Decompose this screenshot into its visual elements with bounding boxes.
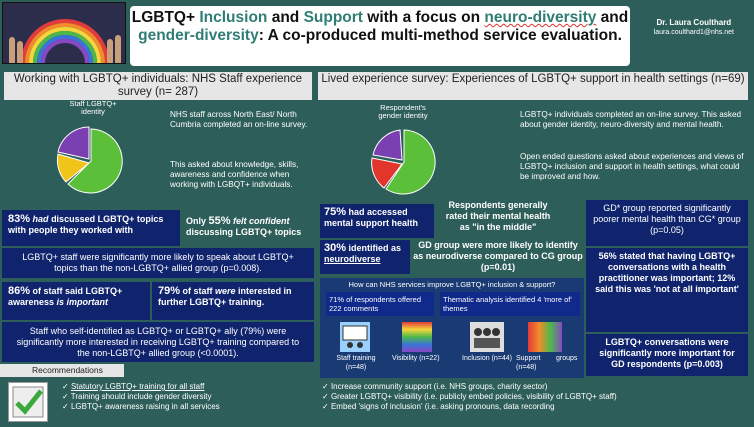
- stat-79-box: 79% of staff were interested in further …: [152, 282, 314, 320]
- recommendations-left-list: ✓ Statutory LGBTQ+ training for all staf…: [62, 382, 312, 412]
- stat-86-text: of staff said LGBTQ+ awareness: [8, 286, 123, 307]
- recommendation-item: ✓ Embed 'signs of inclusion' (i.e. askin…: [322, 402, 555, 411]
- stat-mental-health-box: Respondents generally rated their mental…: [445, 200, 551, 232]
- title-inclusion: Inclusion: [199, 9, 268, 26]
- pie-slice-purple: [57, 126, 90, 160]
- stat-30-pct: 30%: [324, 242, 347, 254]
- title-part: and: [267, 9, 304, 26]
- themes-box: Thematic analysis identified 4 'more of'…: [440, 292, 580, 316]
- author-email: laura.coulthard1@nhs.net: [653, 29, 734, 36]
- stat-gd-neurodiverse: GD group were more likely to identify as…: [413, 240, 583, 272]
- title-part: : A co-produced multi-method service eva…: [258, 27, 622, 44]
- staff-training-icon: [340, 322, 370, 352]
- stat-55-verb: felt confident: [230, 216, 290, 226]
- stat-83-text: discussed LGBTQ+ topics with people they…: [8, 214, 164, 235]
- recommendations-label: Recommendations: [0, 364, 124, 377]
- visibility-caption: Visibility (n=22): [392, 355, 440, 362]
- stat-79-text: of staff: [180, 286, 216, 296]
- stat-79-pct: 79%: [158, 285, 181, 297]
- pie-slice-yellow: [56, 153, 91, 183]
- stat-86-em: is important: [56, 297, 109, 307]
- stat-gd-conversations-box: LGBTQ+ conversations were significantly …: [586, 334, 748, 376]
- respondent-identity-label: Respondent's gender identity: [378, 103, 428, 120]
- left-intro: NHS staff across North East/ North Cumbr…: [170, 110, 308, 129]
- staff-training-caption: Staff training (n=48): [336, 355, 376, 371]
- stat-79-em: were: [215, 286, 236, 296]
- stat-75-pct: 75%: [324, 206, 347, 218]
- stat-30-text: identified as: [346, 243, 402, 253]
- title-genderdiversity: gender-diversity: [138, 27, 259, 44]
- left-section-heading: Working with LGBTQ+ individuals: NHS Sta…: [4, 72, 312, 100]
- title-neurodiversity: neuro-diversity: [484, 9, 597, 26]
- stat-55-pct: 55%: [208, 215, 231, 227]
- title-part: and: [596, 9, 629, 26]
- title-support: Support: [303, 9, 363, 26]
- left-intro-2: This asked about knowledge, skills, awar…: [170, 160, 299, 189]
- poster-title: LGBTQ+ Inclusion and Support with a focu…: [130, 6, 630, 66]
- right-intro-2: Open ended questions asked about experie…: [520, 152, 744, 181]
- improvement-panel: How can NHS services improve LGBTQ+ incl…: [320, 278, 584, 378]
- staff-identity-pie-chart: [56, 126, 123, 194]
- inclusion-icon: [470, 322, 504, 352]
- pie-slice-green: [67, 128, 123, 194]
- rainbow-hands-image: [2, 2, 126, 64]
- stat-75-box: 75% had accessed mental support health: [320, 204, 434, 238]
- checklist-icon: [8, 382, 48, 422]
- support-icon: [528, 322, 562, 352]
- stat-79-end: interested in further LGBTQ+ training.: [158, 286, 292, 307]
- recommendations-right-list: ✓ Increase community support (i.e. NHS g…: [322, 382, 742, 412]
- stat-55-pre: Only: [186, 216, 209, 226]
- stat-55-text: discussing LGBTQ+ topics: [186, 227, 302, 237]
- visibility-icon: [402, 322, 432, 352]
- stat-30-u: neurodiverse: [324, 254, 381, 264]
- right-section-heading: Lived experience survey: Experiences of …: [318, 72, 748, 100]
- recommendation-item: ✓ Statutory LGBTQ+ training for all staf…: [62, 382, 205, 391]
- comments-box: 71% of respondents offered 222 comments: [326, 292, 434, 316]
- stat-30-box: 30% identified as neurodiverse: [320, 240, 410, 274]
- staff-identity-label: Staff LGBTQ+ identity: [69, 99, 117, 116]
- inclusion-caption: Inclusion (n=44): [462, 355, 513, 362]
- recommendation-item: ✓ LGBTQ+ awareness raising in all servic…: [62, 402, 220, 411]
- rainbow-graphic: [3, 3, 125, 63]
- stat-83-box: 83% had discussed LGBTQ+ topics with peo…: [2, 210, 180, 246]
- pie-slice-red: [371, 157, 403, 189]
- stat-gd-box: GD* group reported significantly poorer …: [586, 200, 748, 246]
- stat-56-box: 56% stated that having LGBTQ+ conversati…: [586, 248, 748, 332]
- stat-75-text: had accessed mental support health: [324, 207, 419, 228]
- recommendation-item: ✓ Increase community support (i.e. NHS g…: [322, 382, 548, 391]
- stat-86-box: 86% of staff said LGBTQ+ awareness is im…: [2, 282, 150, 320]
- recommendation-item: ✓ Greater LGBTQ+ visibility (i.e. public…: [322, 392, 617, 401]
- improvement-title: How can NHS services improve LGBTQ+ incl…: [348, 280, 556, 289]
- right-intro: LGBTQ+ individuals completed an on-line …: [520, 110, 742, 129]
- groups-caption: groups: [556, 355, 578, 362]
- stat-training-interest-box: Staff who self-identified as LGBTQ+ or L…: [2, 322, 314, 362]
- pie-slice-purple: [372, 129, 403, 161]
- stat-55-box: Only 55% felt confident discussing LGBTQ…: [184, 214, 314, 246]
- stat-83-verb: had: [32, 214, 49, 224]
- title-part: LGBTQ+: [131, 9, 200, 26]
- recommendation-item: ✓ Training should include gender diversi…: [62, 392, 212, 401]
- checkmark-icon: [12, 386, 44, 418]
- title-part: with a focus on: [362, 9, 485, 26]
- stat-86-pct: 86%: [8, 285, 31, 297]
- support-caption: Support (n=48): [516, 355, 541, 371]
- stat-83-pct: 83%: [8, 213, 31, 225]
- author-name: Dr. Laura Coulthard: [656, 18, 732, 27]
- respondent-identity-pie-chart: [371, 129, 436, 195]
- pie-slice-green: [385, 129, 436, 195]
- stat-lgbtq-staff-box: LGBTQ+ staff were significantly more lik…: [2, 248, 314, 278]
- author-block: Dr. Laura Coulthard laura.coulthard1@nhs…: [654, 18, 734, 37]
